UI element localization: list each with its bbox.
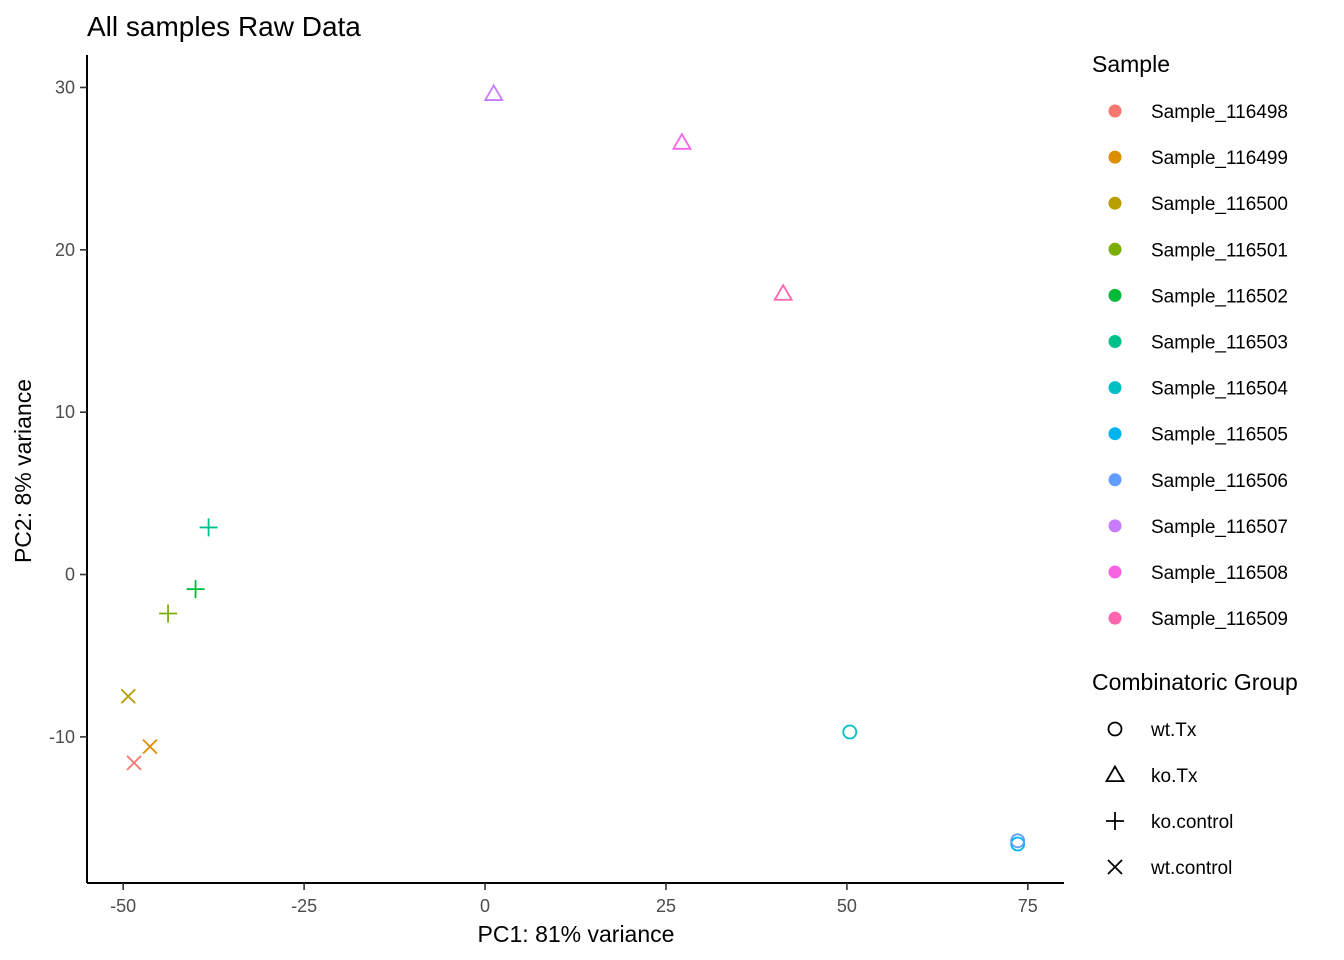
sample-legend-title: Sample xyxy=(1092,51,1170,77)
data-point xyxy=(126,755,142,771)
data-point xyxy=(483,83,504,101)
x-tick-label: 0 xyxy=(480,896,490,916)
y-tick-label: 20 xyxy=(55,240,75,260)
sample-legend-label: Sample_116504 xyxy=(1151,379,1288,400)
sample-legend-swatch xyxy=(1108,242,1122,256)
sample-legend-swatch xyxy=(1108,335,1122,348)
sample-legend-swatch xyxy=(1108,150,1122,164)
chart-title: All samples Raw Data xyxy=(87,11,361,42)
sample-legend-swatch xyxy=(1108,381,1122,395)
sample-legend-label: Sample_116505 xyxy=(1151,425,1288,446)
group-legend-label: wt.control xyxy=(1150,858,1232,879)
group-legend-symbol xyxy=(1104,764,1126,783)
sample-legend-label: Sample_116508 xyxy=(1151,563,1288,584)
sample-legend-label: Sample_116509 xyxy=(1151,609,1288,630)
sample-legend-swatch xyxy=(1108,519,1122,533)
sample-legend-label: Sample_116499 xyxy=(1151,148,1288,169)
y-axis-title: PC2: 8% variance xyxy=(10,379,36,563)
data-point xyxy=(773,283,794,301)
sample-legend-label: Sample_116500 xyxy=(1151,194,1288,215)
group-legend-label: wt.Tx xyxy=(1150,720,1197,741)
sample-legend-label: Sample_116506 xyxy=(1151,471,1288,492)
data-point xyxy=(186,580,205,599)
x-axis-title: PC1: 81% variance xyxy=(478,921,675,947)
data-point xyxy=(159,604,178,623)
y-tick-label: 10 xyxy=(55,402,75,422)
data-point xyxy=(199,518,218,537)
sample-legend-label: Sample_116503 xyxy=(1151,333,1288,354)
sample-legend-swatch xyxy=(1108,611,1122,625)
group-legend-symbol xyxy=(1107,859,1123,875)
sample-legend-swatch xyxy=(1108,288,1122,302)
sample-legend-swatch xyxy=(1108,565,1122,579)
sample-legend-label: Sample_116498 xyxy=(1151,102,1288,123)
x-tick-label: 75 xyxy=(1018,896,1038,916)
sample-legend-label: Sample_116507 xyxy=(1151,517,1288,538)
data-point xyxy=(120,688,136,704)
y-tick-label: -10 xyxy=(49,727,75,747)
data-point xyxy=(142,738,158,755)
data-point xyxy=(671,132,692,150)
x-tick-label: 50 xyxy=(837,896,857,916)
data-points xyxy=(120,83,1026,852)
data-point xyxy=(1010,836,1026,852)
group-legend-label: ko.control xyxy=(1151,812,1233,833)
y-tick-label: 30 xyxy=(55,77,75,97)
x-tick-label: 25 xyxy=(656,896,676,916)
sample-legend-swatch xyxy=(1108,196,1122,210)
y-tick-label: 0 xyxy=(65,565,75,585)
x-tick-label: -50 xyxy=(110,896,136,916)
group-legend-symbol xyxy=(1107,721,1123,737)
sample-legend-label: Sample_116501 xyxy=(1151,240,1288,261)
data-point xyxy=(1010,833,1026,849)
sample-legend-swatch xyxy=(1108,104,1122,118)
sample-legend-swatch xyxy=(1108,473,1122,487)
sample-legend-label: Sample_116502 xyxy=(1151,286,1288,307)
data-point xyxy=(842,724,858,740)
group-legend-label: ko.Tx xyxy=(1151,766,1198,787)
group-legend-title: Combinatoric Group xyxy=(1092,669,1298,695)
x-tick-label: -25 xyxy=(291,896,317,916)
sample-legend-swatch xyxy=(1108,427,1122,441)
group-legend-symbol xyxy=(1106,812,1124,830)
legend: Sample Sample_116498 Sample_116499 Sample_1… xyxy=(1092,51,1298,879)
axes: -50 -25 0 25 50 75 -10 0 10 20 30 xyxy=(49,55,1064,916)
